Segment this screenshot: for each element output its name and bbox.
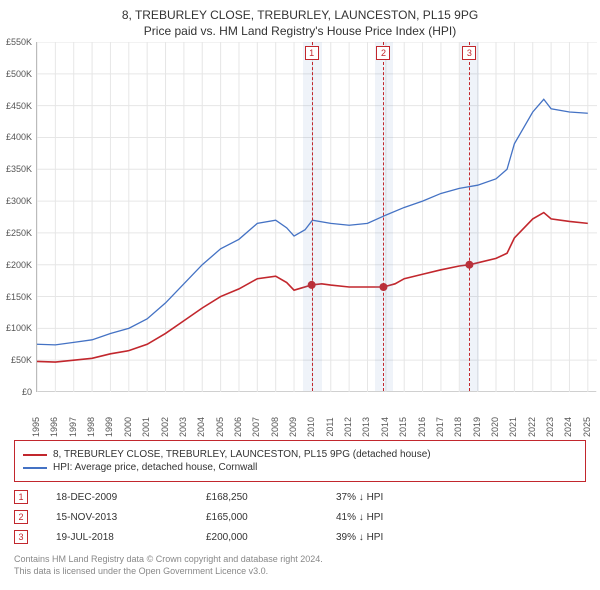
y-tick-label: £250K bbox=[6, 228, 32, 238]
y-tick-label: £550K bbox=[6, 37, 32, 47]
x-tick-label: 2014 bbox=[380, 417, 390, 437]
x-axis: 1995199619971998199920002001200220032004… bbox=[36, 414, 596, 434]
x-tick-label: 1999 bbox=[104, 417, 114, 437]
transaction-delta: 39% ↓ HPI bbox=[336, 532, 383, 543]
chart-marker: 2 bbox=[376, 46, 390, 60]
chart-vline bbox=[383, 42, 384, 391]
transaction-date: 15-NOV-2013 bbox=[56, 512, 206, 523]
transaction-marker: 3 bbox=[14, 530, 28, 544]
x-tick-label: 2021 bbox=[508, 417, 518, 437]
legend-swatch bbox=[23, 454, 47, 456]
transaction-row: 2 15-NOV-2013£165,00041% ↓ HPI bbox=[14, 510, 586, 524]
transaction-delta: 37% ↓ HPI bbox=[336, 492, 383, 503]
footer-line1: Contains HM Land Registry data © Crown c… bbox=[14, 554, 586, 566]
x-tick-label: 1998 bbox=[86, 417, 96, 437]
transaction-price: £200,000 bbox=[206, 532, 336, 543]
x-tick-label: 2024 bbox=[563, 417, 573, 437]
transaction-date: 19-JUL-2018 bbox=[56, 532, 206, 543]
x-tick-label: 2010 bbox=[306, 417, 316, 437]
chart-footer: Contains HM Land Registry data © Crown c… bbox=[14, 554, 586, 577]
x-tick-label: 2003 bbox=[178, 417, 188, 437]
transactions-table: 1 18-DEC-2009£168,25037% ↓ HPI 2 15-NOV-201… bbox=[14, 490, 586, 544]
transaction-price: £165,000 bbox=[206, 512, 336, 523]
y-tick-label: £50K bbox=[11, 355, 32, 365]
y-tick-label: £100K bbox=[6, 323, 32, 333]
legend-label: 8, TREBURLEY CLOSE, TREBURLEY, LAUNCESTO… bbox=[53, 449, 431, 460]
y-tick-label: £300K bbox=[6, 196, 32, 206]
chart-title: 8, TREBURLEY CLOSE, TREBURLEY, LAUNCESTO… bbox=[0, 8, 600, 22]
chart-marker: 1 bbox=[305, 46, 319, 60]
x-tick-label: 2019 bbox=[472, 417, 482, 437]
chart-subtitle: Price paid vs. HM Land Registry's House … bbox=[0, 24, 600, 38]
x-tick-label: 2011 bbox=[325, 417, 335, 436]
chart-title-block: 8, TREBURLEY CLOSE, TREBURLEY, LAUNCESTO… bbox=[0, 0, 600, 42]
x-tick-label: 2020 bbox=[490, 417, 500, 437]
y-tick-label: £500K bbox=[6, 69, 32, 79]
x-tick-label: 2009 bbox=[288, 417, 298, 437]
x-tick-label: 2001 bbox=[141, 417, 151, 437]
chart-vline bbox=[469, 42, 470, 391]
chart-vline bbox=[312, 42, 313, 391]
legend-swatch bbox=[23, 467, 47, 469]
transaction-price: £168,250 bbox=[206, 492, 336, 503]
legend-label: HPI: Average price, detached house, Corn… bbox=[53, 462, 257, 473]
x-tick-label: 2002 bbox=[160, 417, 170, 437]
y-tick-label: £0 bbox=[22, 387, 32, 397]
x-tick-label: 2015 bbox=[398, 417, 408, 437]
footer-line2: This data is licensed under the Open Gov… bbox=[14, 566, 586, 578]
x-tick-label: 2018 bbox=[453, 417, 463, 437]
chart-legend: 8, TREBURLEY CLOSE, TREBURLEY, LAUNCESTO… bbox=[14, 440, 586, 482]
x-tick-label: 2012 bbox=[343, 417, 353, 437]
x-tick-label: 2005 bbox=[215, 417, 225, 437]
transaction-row: 3 19-JUL-2018£200,00039% ↓ HPI bbox=[14, 530, 586, 544]
x-tick-label: 1995 bbox=[31, 417, 41, 437]
y-axis: £0 £50K £100K £150K £200K £250K £300K £350K £400… bbox=[0, 42, 34, 412]
y-tick-label: £200K bbox=[6, 260, 32, 270]
transaction-date: 18-DEC-2009 bbox=[56, 492, 206, 503]
y-tick-label: £150K bbox=[6, 292, 32, 302]
legend-item: 8, TREBURLEY CLOSE, TREBURLEY, LAUNCESTO… bbox=[23, 449, 577, 460]
chart-plot: 1 2 3 bbox=[36, 42, 596, 392]
x-tick-label: 2004 bbox=[196, 417, 206, 437]
chart-area: £0£50K£100K£150K£200K£250K£300K£350K£400… bbox=[36, 42, 596, 412]
x-tick-label: 2007 bbox=[251, 417, 261, 437]
x-tick-label: 2023 bbox=[545, 417, 555, 437]
x-tick-label: 2008 bbox=[270, 417, 280, 437]
x-tick-label: 1996 bbox=[49, 417, 59, 437]
x-tick-label: 2013 bbox=[361, 417, 371, 437]
x-tick-label: 2022 bbox=[527, 417, 537, 437]
x-tick-label: 2025 bbox=[582, 417, 592, 437]
transaction-marker: 1 bbox=[14, 490, 28, 504]
x-tick-label: 2000 bbox=[123, 417, 133, 437]
x-tick-label: 2017 bbox=[435, 417, 445, 437]
chart-marker: 3 bbox=[462, 46, 476, 60]
x-tick-label: 2006 bbox=[233, 417, 243, 437]
x-tick-label: 2016 bbox=[417, 417, 427, 437]
y-tick-label: £400K bbox=[6, 132, 32, 142]
y-tick-label: £450K bbox=[6, 101, 32, 111]
transaction-marker: 2 bbox=[14, 510, 28, 524]
x-tick-label: 1997 bbox=[68, 417, 78, 437]
transaction-delta: 41% ↓ HPI bbox=[336, 512, 383, 523]
transaction-row: 1 18-DEC-2009£168,25037% ↓ HPI bbox=[14, 490, 586, 504]
y-tick-label: £350K bbox=[6, 164, 32, 174]
legend-item: HPI: Average price, detached house, Corn… bbox=[23, 462, 577, 473]
